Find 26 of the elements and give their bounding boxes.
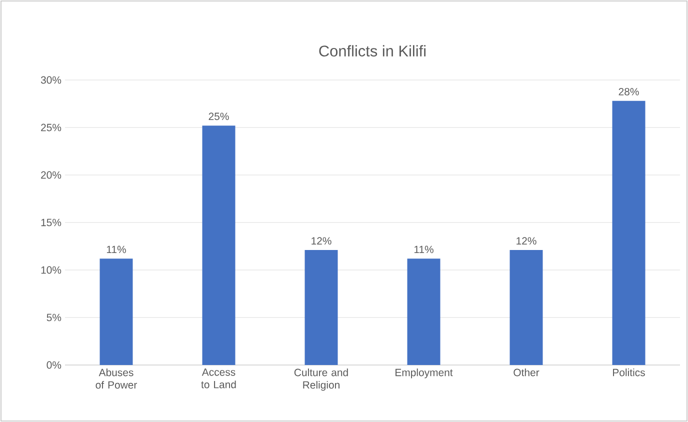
x-tick-label: Culture and Religion — [294, 368, 348, 391]
y-tick-label: 15% — [41, 218, 62, 226]
y-tick-label: 20% — [41, 171, 62, 179]
x-tick-label: Access to Land — [201, 368, 236, 388]
bar — [407, 258, 440, 365]
x-tick-label: Other — [514, 368, 540, 376]
y-tick-label: 25% — [41, 124, 62, 132]
y-tick-label: 30% — [40, 76, 62, 84]
x-tick-label: Employment — [396, 368, 453, 378]
chart-title: Conflicts in Kilifi — [319, 45, 426, 57]
data-label: 25% — [208, 112, 229, 120]
y-tick-label: 10% — [41, 266, 62, 274]
bar — [612, 100, 646, 365]
bar — [202, 126, 236, 365]
x-tick-label: Politics — [613, 368, 645, 376]
y-tick-label: 0% — [46, 361, 62, 369]
y-tick-label: 5% — [46, 314, 62, 322]
data-label: 28% — [618, 88, 639, 96]
bar — [510, 250, 543, 365]
data-label: 12% — [516, 237, 536, 245]
data-label: 11% — [106, 246, 126, 254]
bar — [304, 250, 338, 365]
data-label: 12% — [312, 237, 332, 245]
bar — [100, 258, 133, 365]
data-label: 11% — [414, 246, 434, 254]
x-tick-label: Abuses of Power — [96, 368, 137, 389]
